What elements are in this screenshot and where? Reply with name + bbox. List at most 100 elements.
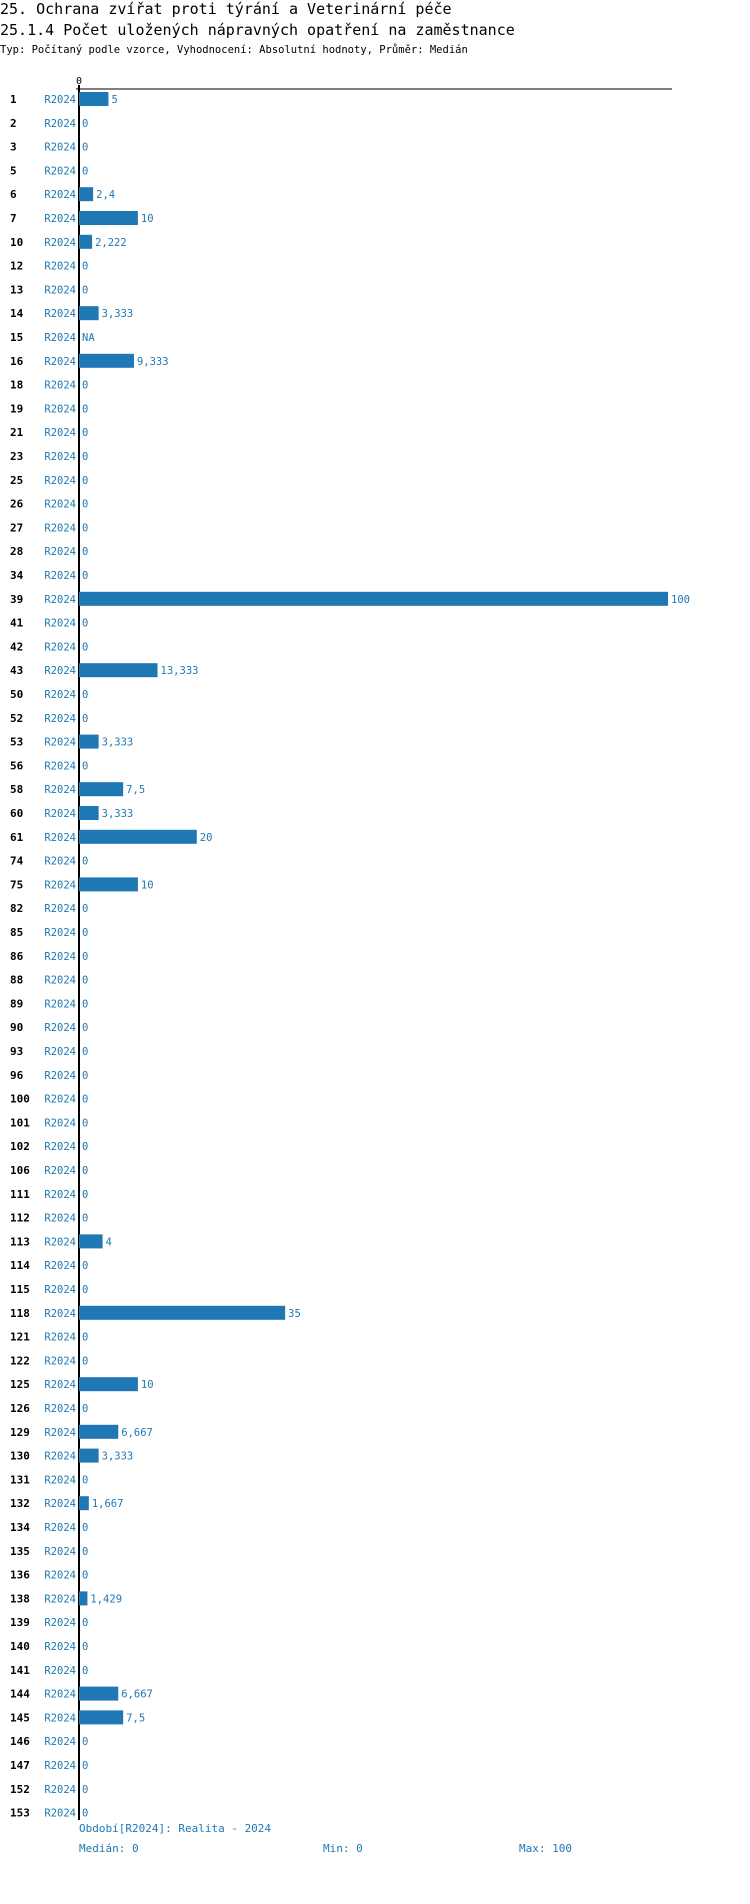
category-label: 131 — [10, 1473, 30, 1486]
category-label: 82 — [10, 902, 23, 915]
series-label: R2024 — [44, 808, 76, 820]
value-label: 0 — [82, 975, 88, 987]
category-label: 113 — [10, 1235, 30, 1248]
value-label: 35 — [288, 1308, 301, 1320]
series-label: R2024 — [44, 1427, 76, 1439]
bar — [79, 1496, 89, 1511]
series-label: R2024 — [44, 879, 76, 891]
category-label: 101 — [10, 1116, 30, 1129]
value-label: 10 — [141, 1379, 154, 1391]
series-label: R2024 — [44, 546, 76, 558]
series-label: R2024 — [44, 1379, 76, 1391]
category-label: 74 — [10, 855, 24, 868]
value-label: 0 — [82, 1546, 88, 1558]
value-label: 0 — [82, 1165, 88, 1177]
value-label: 0 — [82, 1355, 88, 1367]
value-label: 10 — [141, 879, 154, 891]
value-label: 0 — [82, 1260, 88, 1272]
series-label: R2024 — [44, 118, 76, 130]
category-label: 138 — [10, 1592, 30, 1605]
footer-max: Max: 100 — [519, 1842, 572, 1855]
series-label: R2024 — [44, 1236, 76, 1248]
category-label: 93 — [10, 1045, 23, 1058]
category-label: 42 — [10, 640, 23, 653]
value-label: 0 — [82, 475, 88, 487]
value-label: 0 — [82, 641, 88, 653]
series-label: R2024 — [44, 427, 76, 439]
footer-min: Min: 0 — [323, 1842, 363, 1855]
category-label: 106 — [10, 1164, 30, 1177]
value-label: 3,333 — [102, 808, 134, 820]
category-label: 145 — [10, 1711, 30, 1724]
category-label: 14 — [10, 307, 24, 320]
category-label: 75 — [10, 878, 23, 891]
category-label: 134 — [10, 1521, 30, 1534]
bar — [79, 1710, 124, 1725]
value-label: 0 — [82, 261, 88, 273]
value-label: 0 — [82, 1736, 88, 1748]
bar — [79, 234, 93, 249]
value-label: 6,667 — [121, 1427, 153, 1439]
series-label: R2024 — [44, 594, 76, 606]
series-label: R2024 — [44, 1522, 76, 1534]
value-label: 0 — [82, 1808, 88, 1820]
value-label: 6,667 — [121, 1689, 153, 1701]
series-label: R2024 — [44, 1808, 76, 1820]
bar — [79, 734, 99, 749]
series-label: R2024 — [44, 356, 76, 368]
category-label: 96 — [10, 1069, 24, 1082]
series-label: R2024 — [44, 308, 76, 320]
series-label: R2024 — [44, 1641, 76, 1653]
value-label: 0 — [82, 951, 88, 963]
category-label: 25 — [10, 474, 23, 487]
series-label: R2024 — [44, 451, 76, 463]
series-label: R2024 — [44, 1617, 76, 1629]
value-label: 0 — [82, 856, 88, 868]
category-label: 3 — [10, 141, 17, 154]
footer-period: Období[R2024]: Realita - 2024 — [79, 1822, 272, 1835]
series-label: R2024 — [44, 1046, 76, 1058]
value-label: 0 — [82, 998, 88, 1010]
category-label: 111 — [10, 1188, 30, 1201]
value-label: 0 — [82, 1094, 88, 1106]
value-label: 0 — [82, 760, 88, 772]
category-label: 6 — [10, 188, 17, 201]
series-label: R2024 — [44, 284, 76, 296]
series-label: R2024 — [44, 1689, 76, 1701]
category-label: 115 — [10, 1283, 30, 1296]
category-label: 43 — [10, 664, 23, 677]
value-label: 0 — [82, 1046, 88, 1058]
series-label: R2024 — [44, 1712, 76, 1724]
value-label: 0 — [82, 903, 88, 915]
series-label: R2024 — [44, 475, 76, 487]
series-label: R2024 — [44, 760, 76, 772]
series-label: R2024 — [44, 784, 76, 796]
series-label: R2024 — [44, 1070, 76, 1082]
value-label: 0 — [82, 713, 88, 725]
series-label: R2024 — [44, 1474, 76, 1486]
series-label: R2024 — [44, 142, 76, 154]
series-label: R2024 — [44, 1451, 76, 1463]
series-label: R2024 — [44, 1665, 76, 1677]
category-label: 86 — [10, 950, 24, 963]
category-label: 141 — [10, 1664, 30, 1677]
value-label: 0 — [82, 927, 88, 939]
category-label: 144 — [10, 1688, 30, 1701]
series-label: R2024 — [44, 1593, 76, 1605]
value-label: 7,5 — [126, 1712, 145, 1724]
category-label: 152 — [10, 1783, 30, 1796]
value-label: 1,667 — [92, 1498, 124, 1510]
category-label: 39 — [10, 593, 23, 606]
category-label: 118 — [10, 1307, 30, 1320]
category-label: 61 — [10, 831, 24, 844]
value-label: 10 — [141, 213, 154, 225]
value-label: 0 — [82, 380, 88, 392]
bar — [79, 211, 138, 225]
category-label: 53 — [10, 736, 23, 749]
category-label: 23 — [10, 450, 23, 463]
category-label: 100 — [10, 1093, 30, 1106]
bar — [79, 353, 134, 368]
series-label: R2024 — [44, 403, 76, 415]
bar — [79, 1448, 99, 1463]
series-label: R2024 — [44, 903, 76, 915]
